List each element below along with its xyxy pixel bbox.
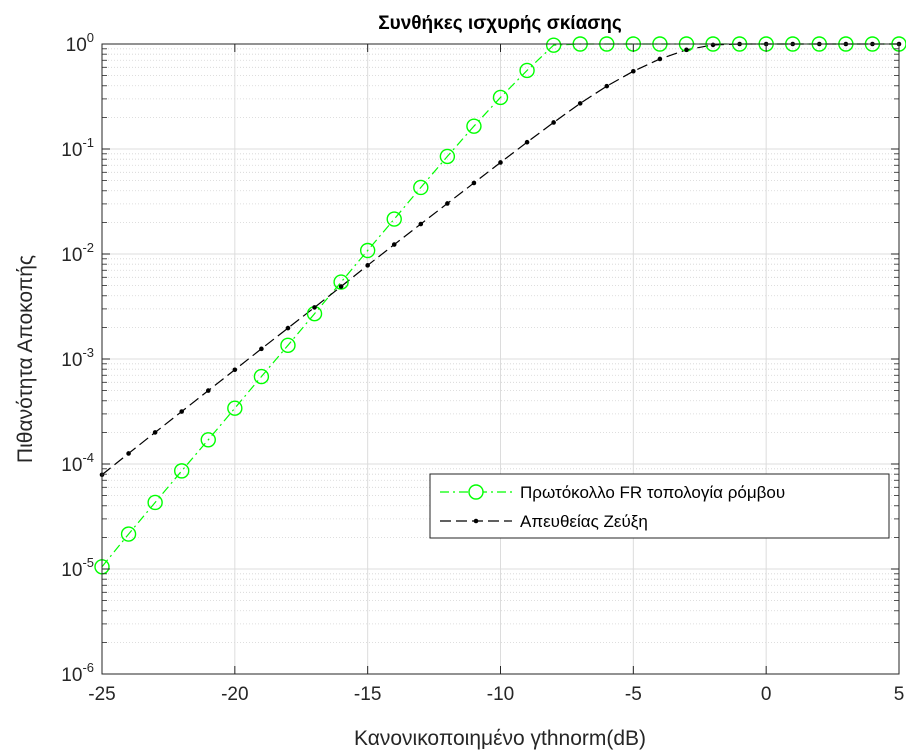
chart-title: Συνθήκες ισχυρής σκίασης	[378, 13, 622, 34]
series-2-point	[631, 68, 636, 74]
series-1-point	[280, 337, 296, 354]
series-1-point	[333, 274, 349, 290]
series-2-point	[684, 47, 689, 53]
series-2-point	[126, 451, 131, 456]
series-2-point	[365, 263, 370, 268]
series-1-point	[492, 89, 509, 106]
legend-entry-1: Πρωτόκολλο FR τοπολογία ρόμβου	[520, 483, 785, 502]
series-2-point	[259, 346, 264, 352]
series-2-point	[445, 201, 450, 206]
legend-box	[429, 473, 890, 539]
series-2-point	[524, 139, 530, 145]
series-line-1	[101, 43, 899, 568]
series-1-point	[359, 242, 376, 259]
series-2-point	[152, 430, 158, 435]
series-1-point	[439, 148, 456, 165]
series-2-point	[312, 305, 317, 310]
x-axis-label: Κανονικοποιημένο γthnorm(dB)	[354, 727, 646, 750]
series-2-point	[391, 242, 397, 247]
series-1-point	[466, 118, 482, 134]
series-1-point	[545, 37, 562, 53]
series-2-point	[710, 42, 716, 48]
series-1-point	[227, 400, 243, 416]
series-2-point	[551, 120, 556, 125]
series-2-point	[232, 367, 238, 373]
series-1-point	[200, 432, 216, 448]
x-tick-label: -10	[487, 684, 514, 705]
series-1-point	[413, 179, 429, 196]
series-2-point	[577, 101, 583, 106]
series-1-point	[253, 368, 270, 385]
legend-swatch-marker-2	[473, 518, 479, 524]
y-axis-label: Πιθανότητα Αποκοπής	[14, 255, 37, 463]
series-2-point	[418, 221, 424, 227]
x-tick-labels: -25 -20 -15 -10 -5 0 5	[88, 684, 904, 705]
x-tick-label: -15	[354, 684, 381, 705]
series-1-point	[386, 211, 402, 227]
series-2-point	[657, 56, 663, 62]
legend: Πρωτόκολλο FR τοπολογία ρόμβου Απευθείας…	[429, 473, 890, 539]
x-tick-label: -20	[221, 684, 248, 705]
series-2-point	[338, 284, 344, 289]
x-tick-label: 0	[761, 684, 772, 705]
axis-ticks	[101, 43, 900, 675]
series-markers	[94, 36, 906, 575]
series-2-point	[205, 388, 211, 393]
legend-entry-2: Απευθείας Ζεύξη	[520, 512, 648, 531]
series-2-point	[604, 83, 610, 89]
series-2-point	[179, 409, 184, 414]
x-tick-label: -5	[625, 684, 642, 705]
series-1-point	[147, 494, 163, 511]
series-1-point	[173, 463, 190, 479]
series-1-point	[519, 62, 535, 79]
series-1-point	[120, 526, 137, 542]
series-2-point	[471, 180, 477, 186]
legend-circle-marker	[468, 484, 484, 500]
legend-dot-marker	[473, 518, 479, 524]
series-2-point	[498, 160, 503, 165]
x-tick-label: -25	[88, 684, 115, 705]
series-2-point	[285, 325, 291, 331]
x-tick-label: 5	[894, 684, 905, 705]
legend-swatch-marker-1	[468, 484, 484, 500]
